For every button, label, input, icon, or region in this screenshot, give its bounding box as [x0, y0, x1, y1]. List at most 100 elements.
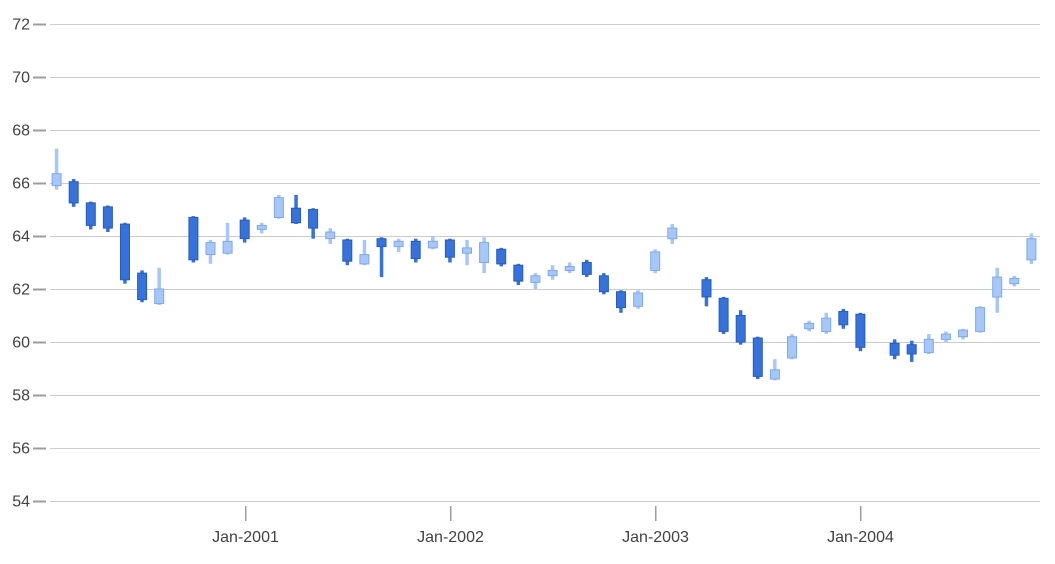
candle-body	[598, 275, 609, 293]
candle-Sep-2001[interactable]	[376, 237, 387, 278]
candle-May-2000[interactable]	[102, 205, 113, 233]
candle-Jun-2004[interactable]	[940, 331, 951, 342]
candle-Aug-2002[interactable]	[564, 262, 575, 274]
candle-body	[188, 216, 199, 261]
candle-body	[496, 248, 507, 265]
candle-body	[1026, 238, 1037, 261]
candle-body	[427, 240, 438, 249]
candle-Nov-2001[interactable]	[410, 238, 421, 263]
candle-body	[102, 206, 113, 229]
candle-Nov-2004[interactable]	[1026, 233, 1037, 264]
candle-Oct-2000[interactable]	[188, 216, 199, 263]
candle-body	[889, 342, 900, 356]
candle-Dec-2002[interactable]	[633, 290, 644, 309]
candle-Dec-2000[interactable]	[222, 222, 233, 255]
candle-Sep-2004[interactable]	[992, 267, 1003, 313]
y-axis-label: 64	[12, 229, 30, 246]
candle-body	[444, 239, 455, 258]
candle-wick	[362, 240, 367, 266]
candle-Nov-2003[interactable]	[821, 312, 832, 334]
candle-Nov-2000[interactable]	[205, 240, 216, 264]
candle-Jan-2002[interactable]	[444, 238, 455, 263]
candle-Mar-2001[interactable]	[273, 194, 284, 219]
candle-Jan-2003[interactable]	[650, 249, 661, 274]
candle-body	[650, 251, 661, 271]
candle-body	[205, 242, 216, 256]
candle-body	[154, 288, 165, 305]
candle-body	[325, 231, 336, 240]
y-axis-label: 54	[12, 494, 30, 511]
candle-Jul-2001[interactable]	[342, 238, 353, 266]
candle-body	[410, 240, 421, 260]
candle-Aug-2000[interactable]	[154, 267, 165, 305]
candle-body	[85, 202, 96, 226]
candle-body	[68, 181, 79, 204]
candle-Oct-2004[interactable]	[1009, 275, 1020, 287]
candle-Apr-2001[interactable]	[291, 194, 301, 224]
candle-Jul-2004[interactable]	[958, 328, 968, 340]
candle-Jan-2004[interactable]	[855, 312, 866, 352]
candle-body	[975, 307, 986, 332]
candle-body	[667, 227, 678, 240]
candle-Jul-2003[interactable]	[752, 336, 763, 380]
candle-body	[273, 197, 284, 219]
candle-body	[239, 219, 250, 240]
candle-body	[530, 275, 541, 283]
candle-Aug-2003[interactable]	[769, 359, 780, 381]
candle-Apr-2002[interactable]	[496, 247, 507, 267]
y-axis-label: 56	[12, 441, 30, 458]
candle-Dec-2003[interactable]	[838, 308, 849, 329]
candle-body	[393, 240, 404, 248]
candle-Mar-2004[interactable]	[889, 339, 900, 360]
candle-May-2001[interactable]	[308, 208, 319, 239]
candle-Feb-2002[interactable]	[462, 240, 472, 266]
y-axis-label: 72	[12, 17, 30, 34]
candle-Dec-2001[interactable]	[427, 236, 438, 250]
candle-body	[940, 333, 951, 340]
candle-May-2002[interactable]	[513, 263, 524, 285]
candle-Feb-2001[interactable]	[256, 222, 267, 234]
candle-Sep-2003[interactable]	[787, 334, 797, 360]
candle-body	[906, 344, 917, 355]
candle-Jun-2000[interactable]	[120, 222, 130, 284]
candle-Sep-2002[interactable]	[581, 259, 592, 277]
candle-Mar-2000[interactable]	[68, 179, 79, 207]
candle-Oct-2001[interactable]	[393, 238, 404, 252]
candle-May-2003[interactable]	[718, 296, 729, 334]
candle-Aug-2004[interactable]	[975, 306, 986, 333]
candle-Nov-2002[interactable]	[616, 290, 626, 313]
candle-Oct-2003[interactable]	[804, 320, 815, 332]
candle-Jun-2002[interactable]	[530, 273, 541, 289]
candle-Jul-2000[interactable]	[137, 270, 148, 303]
candle-Jun-2001[interactable]	[325, 228, 336, 244]
candle-body	[462, 247, 472, 254]
candle-Oct-2002[interactable]	[598, 273, 609, 295]
y-axis-label: 60	[12, 335, 30, 352]
candle-Jun-2003[interactable]	[735, 310, 746, 345]
candle-body	[547, 269, 558, 277]
candle-body	[958, 329, 968, 338]
x-axis-label: Jan-2003	[622, 529, 689, 546]
candle-Jul-2002[interactable]	[547, 265, 558, 280]
candle-Jan-2001[interactable]	[239, 217, 250, 243]
candle-body	[222, 240, 233, 254]
candle-May-2004[interactable]	[923, 334, 934, 354]
candle-wick	[157, 267, 161, 305]
candle-Apr-2004[interactable]	[906, 340, 917, 362]
candle-Aug-2001[interactable]	[359, 240, 370, 266]
candle-body	[838, 311, 849, 326]
candle-Feb-2000[interactable]	[51, 148, 62, 190]
y-axis-label: 70	[12, 70, 30, 87]
candle-Feb-2003[interactable]	[667, 224, 678, 244]
candle-body	[1009, 277, 1020, 285]
candle-body	[291, 207, 301, 224]
candle-body	[992, 276, 1003, 298]
candle-Apr-2000[interactable]	[85, 201, 96, 230]
candle-Apr-2003[interactable]	[701, 277, 712, 307]
y-axis-label: 66	[12, 176, 30, 193]
candle-body	[923, 338, 934, 354]
candle-Mar-2002[interactable]	[479, 237, 490, 274]
candle-body	[308, 209, 319, 229]
